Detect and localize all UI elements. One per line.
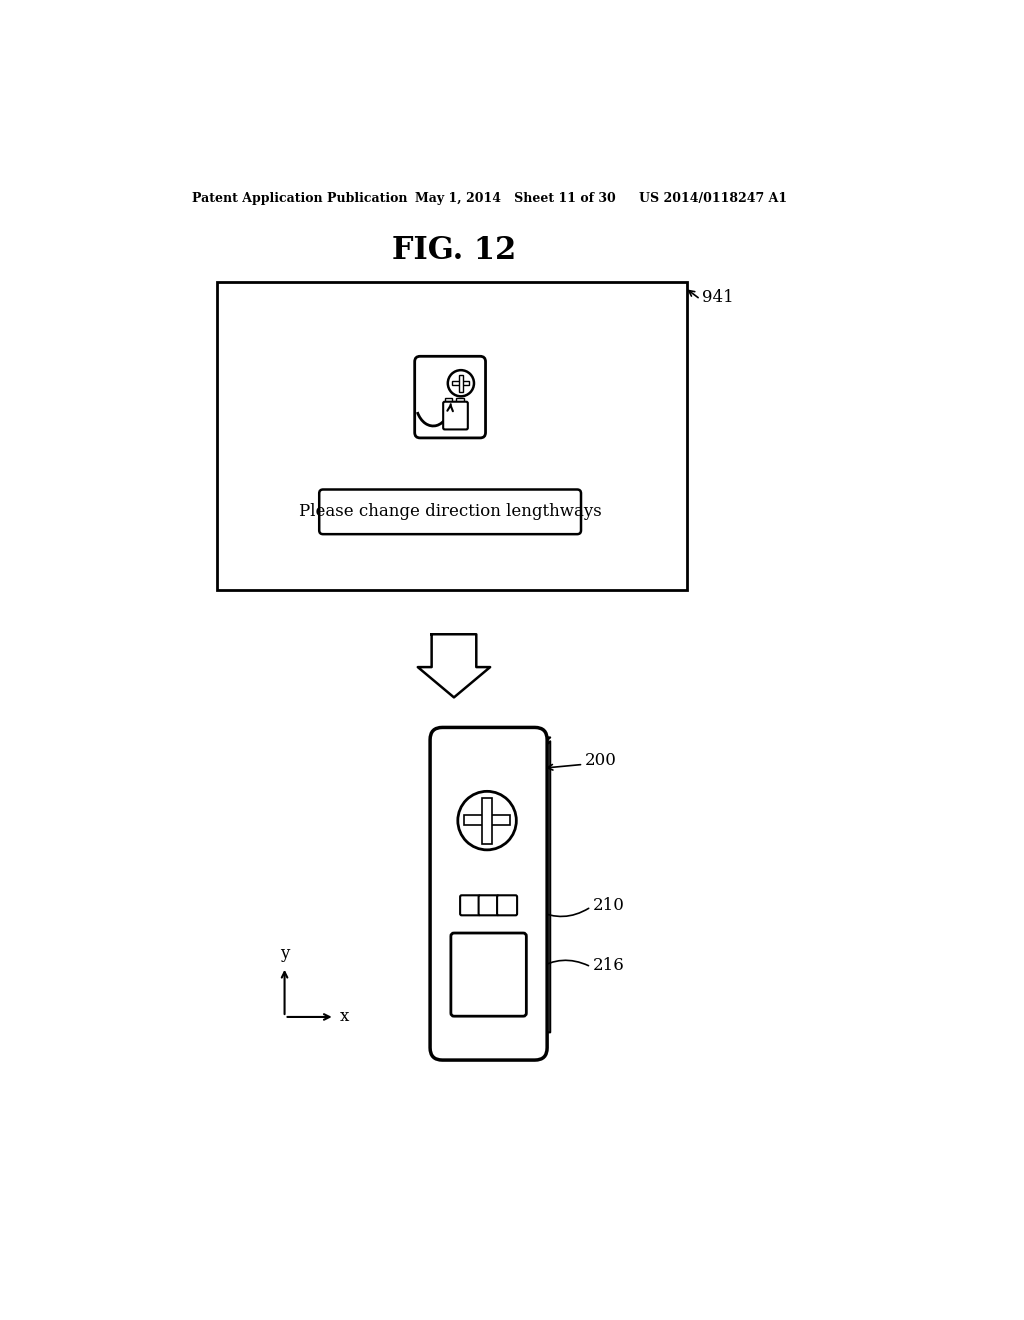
FancyBboxPatch shape xyxy=(430,727,547,1060)
Text: 200: 200 xyxy=(585,752,616,770)
FancyBboxPatch shape xyxy=(451,933,526,1016)
Polygon shape xyxy=(535,742,550,1032)
Text: 210: 210 xyxy=(593,896,625,913)
FancyBboxPatch shape xyxy=(460,895,480,915)
Text: y: y xyxy=(280,945,289,961)
Text: Please change direction lengthways: Please change direction lengthways xyxy=(299,503,601,520)
Circle shape xyxy=(458,792,516,850)
Bar xyxy=(217,281,686,590)
Text: May 1, 2014   Sheet 11 of 30: May 1, 2014 Sheet 11 of 30 xyxy=(416,191,616,205)
Bar xyxy=(444,397,453,404)
Bar xyxy=(460,375,463,392)
Text: x: x xyxy=(340,1008,349,1026)
Text: 216: 216 xyxy=(593,957,625,974)
Polygon shape xyxy=(418,635,490,697)
FancyBboxPatch shape xyxy=(443,401,468,429)
Bar xyxy=(453,381,469,385)
Text: Patent Application Publication: Patent Application Publication xyxy=(193,191,408,205)
Bar xyxy=(482,797,493,843)
Polygon shape xyxy=(454,738,550,751)
Circle shape xyxy=(447,370,474,396)
Bar xyxy=(457,397,464,404)
Text: US 2014/0118247 A1: US 2014/0118247 A1 xyxy=(639,191,786,205)
Text: FIG. 12: FIG. 12 xyxy=(392,235,516,267)
FancyBboxPatch shape xyxy=(415,356,485,438)
Text: 941: 941 xyxy=(701,289,733,305)
FancyBboxPatch shape xyxy=(478,895,499,915)
FancyBboxPatch shape xyxy=(319,490,581,535)
FancyBboxPatch shape xyxy=(497,895,517,915)
Bar xyxy=(464,816,510,825)
